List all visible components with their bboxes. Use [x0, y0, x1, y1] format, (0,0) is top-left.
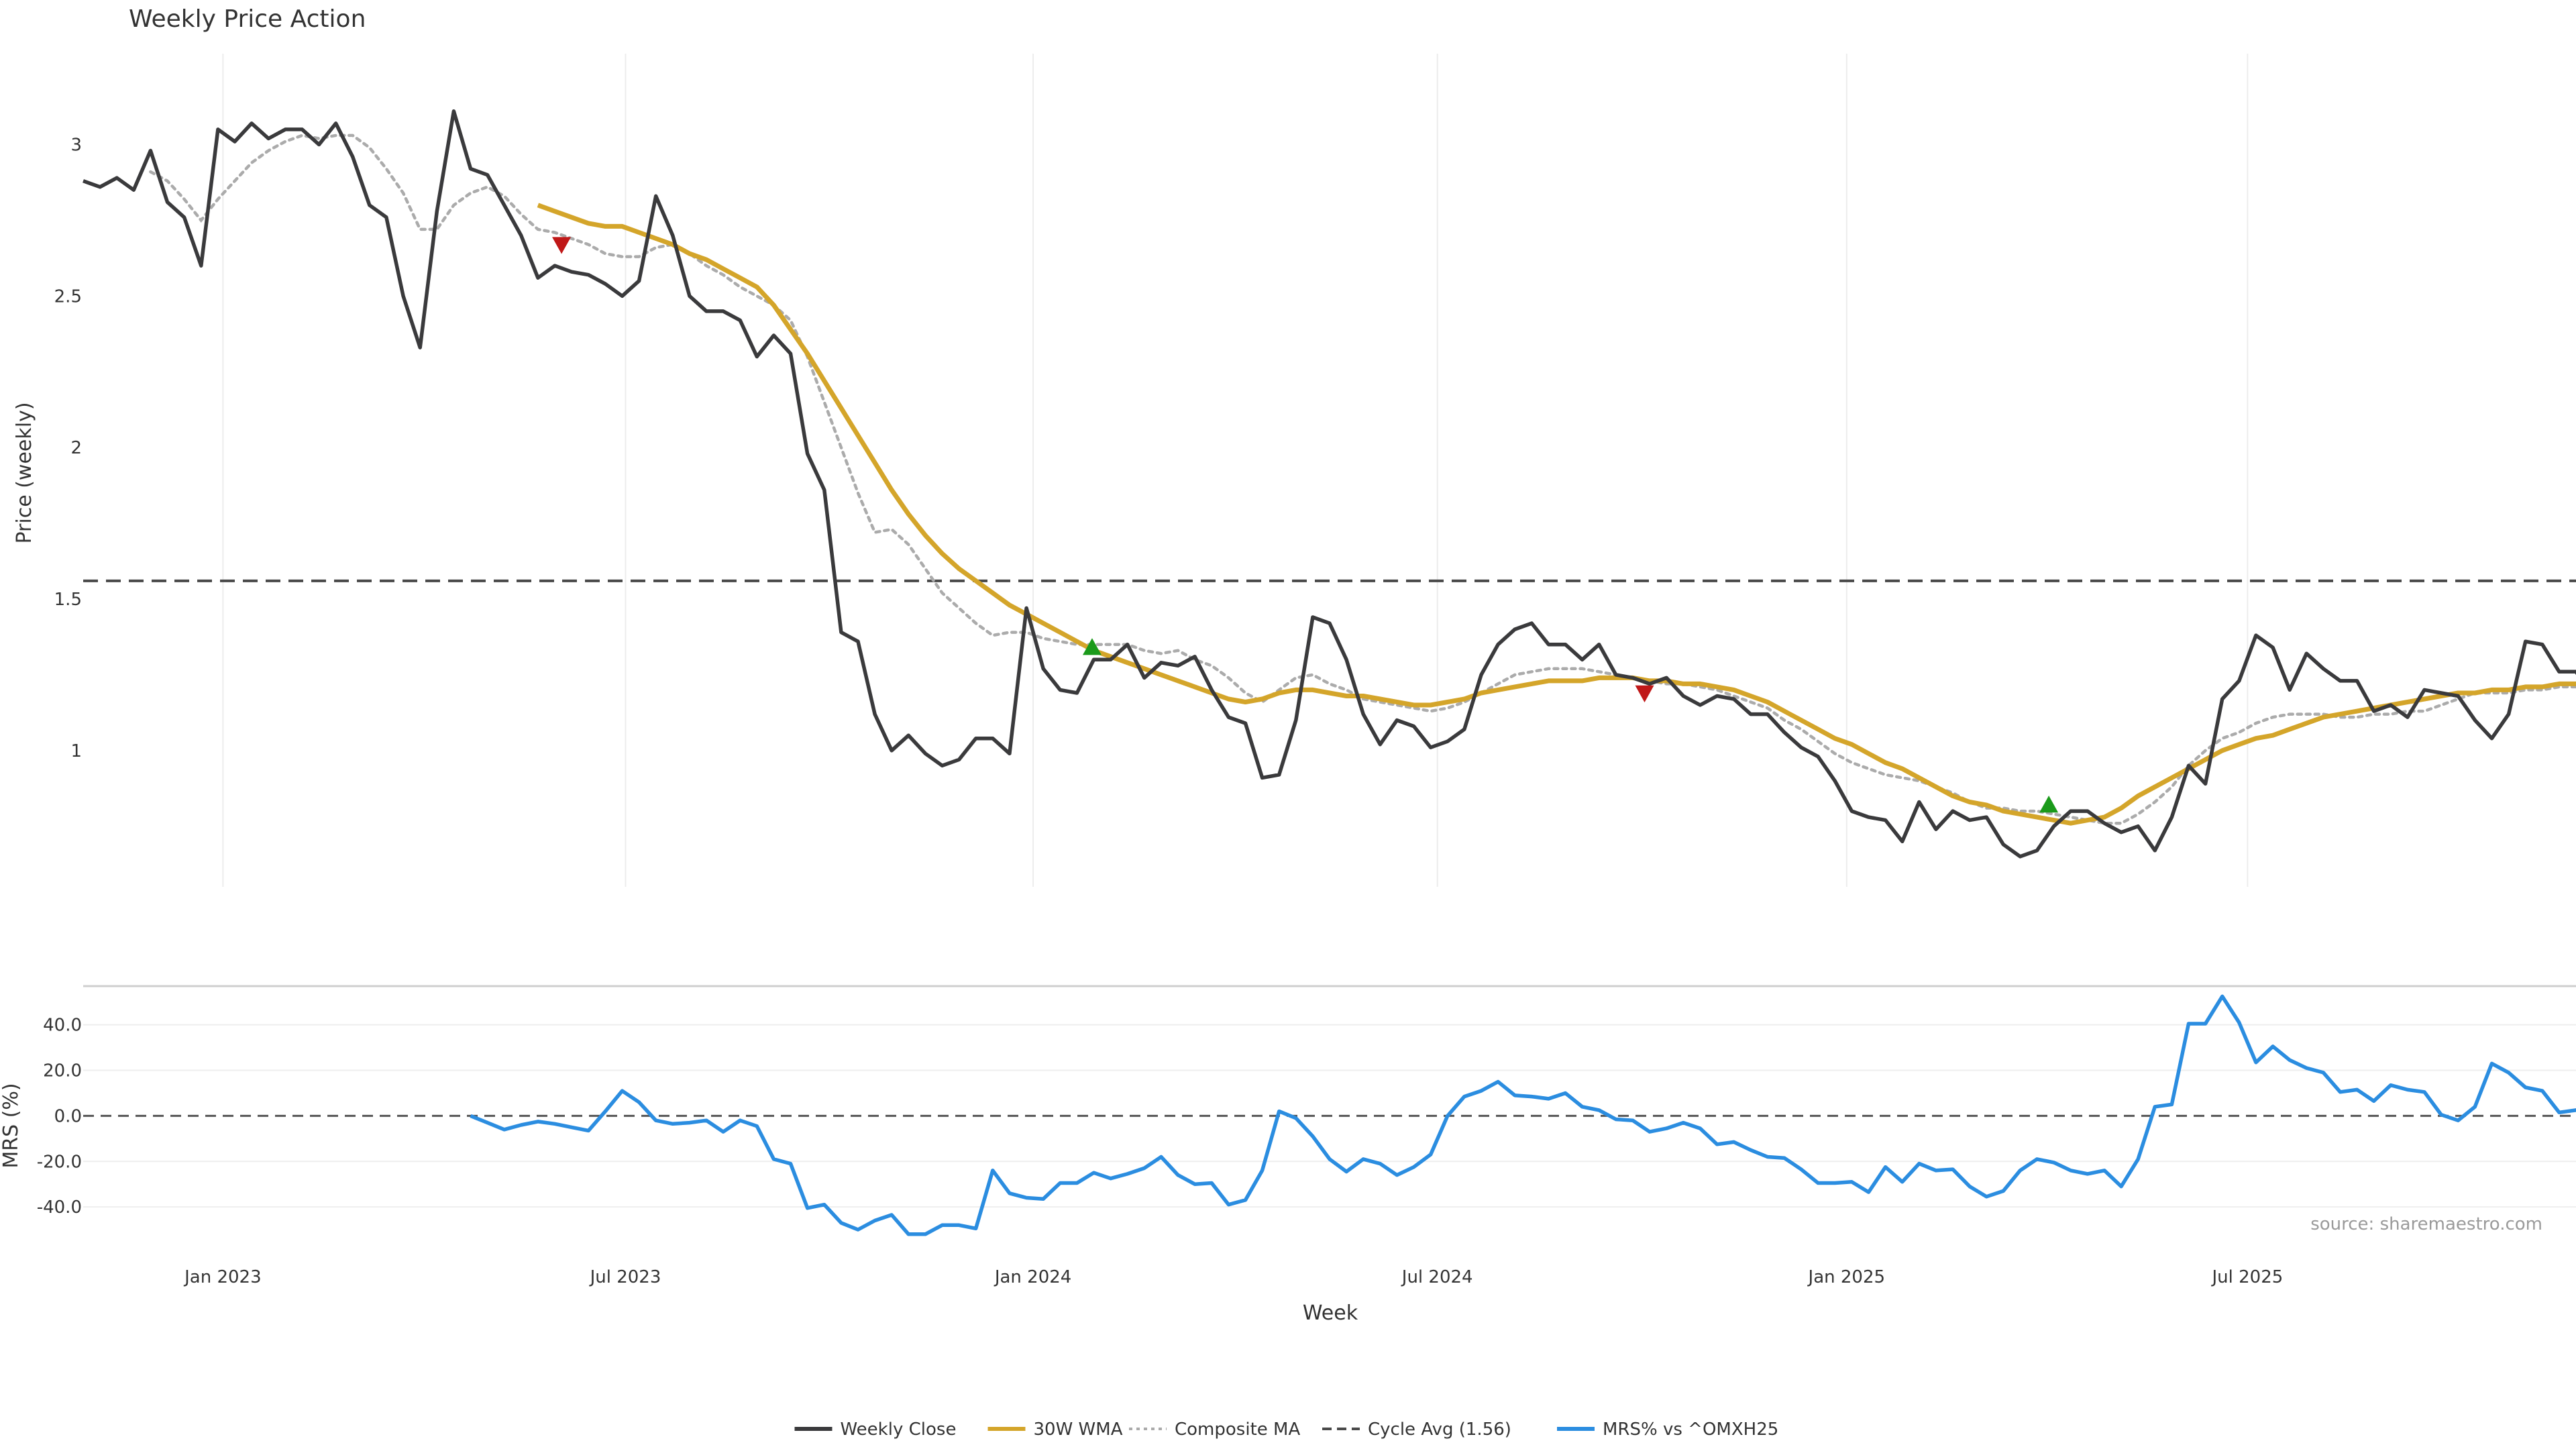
x-axis-label: Week	[1303, 1301, 1358, 1325]
mrs-y-tick-label: 40.0	[43, 1016, 82, 1036]
x-tick-label: Jul 2025	[2210, 1267, 2283, 1287]
price-y-tick-label: 1.5	[54, 590, 82, 610]
chart-title: Weekly Price Action	[129, 5, 366, 33]
x-tick-label: Jan 2023	[183, 1267, 262, 1287]
signal-markers	[552, 237, 2059, 813]
x-tick-label: Jan 2024	[994, 1267, 1072, 1287]
mrs-y-tick-label: -20.0	[37, 1152, 82, 1172]
source-annotation: source: sharemaestro.com	[2310, 1214, 2542, 1234]
price-y-ticks: 1 1.5 2 2.5 3	[54, 135, 82, 761]
mrs-y-tick-label: -40.0	[37, 1197, 82, 1218]
x-tick-label: Jul 2024	[1401, 1267, 1473, 1287]
legend-label: MRS% vs ^OMXH25	[1603, 1419, 1778, 1440]
x-tick-label: Jul 2023	[589, 1267, 661, 1287]
price-y-tick-label: 2.5	[54, 286, 82, 307]
sell-signal-marker	[552, 237, 572, 254]
mrs-y-tick-label: 0.0	[54, 1106, 82, 1126]
wma-30w-series	[537, 203, 2576, 826]
composite-ma-series	[149, 133, 2576, 825]
legend-label: Composite MA	[1175, 1419, 1300, 1440]
buy-signal-marker	[1082, 638, 1102, 655]
legend-label: Cycle Avg (1.56)	[1368, 1419, 1511, 1440]
buy-signal-marker	[2039, 796, 2059, 813]
mrs-series	[470, 994, 2576, 1236]
price-y-tick-label: 3	[70, 135, 82, 155]
mrs-y-ticks: 40.0 20.0 0.0 -20.0 -40.0	[37, 1016, 82, 1218]
legend-label: Weekly Close	[841, 1419, 957, 1440]
x-ticks: Jan 2023 Jul 2023 Jan 2024 Jul 2024 Jan 2025…	[183, 1267, 2283, 1287]
legend: Weekly Close 30W WMA Composite MA Cycle Avg…	[794, 1419, 1778, 1440]
weekly-close-series	[83, 109, 2576, 859]
price-y-tick-label: 2	[70, 438, 82, 458]
x-tick-label: Jan 2025	[1807, 1267, 1886, 1287]
price-y-tick-label: 1	[70, 741, 82, 761]
legend-label: 30W WMA	[1034, 1419, 1123, 1440]
mrs-y-axis-label: MRS (%)	[0, 1083, 23, 1168]
price-y-axis-label: Price (weekly)	[13, 402, 36, 543]
mrs-y-tick-label: 20.0	[43, 1061, 82, 1081]
sell-signal-marker	[1635, 685, 1654, 702]
